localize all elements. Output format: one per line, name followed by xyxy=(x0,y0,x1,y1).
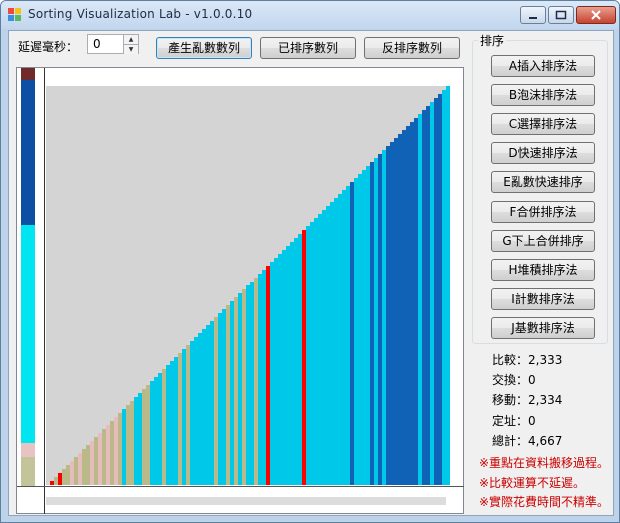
sort-button-8[interactable]: H堆積排序法 xyxy=(491,259,595,281)
sort-button-1[interactable]: A插入排序法 xyxy=(491,55,595,77)
delay-value[interactable]: 0 xyxy=(93,37,101,51)
stat-value: 2,334 xyxy=(528,393,562,407)
stat-separator: ： xyxy=(516,434,528,448)
divider-horizontal xyxy=(17,486,464,487)
note-text: ※實際花費時間不精準。 xyxy=(479,493,609,510)
stat-value: 2,333 xyxy=(528,353,562,367)
sort-button-7[interactable]: G下上合併排序 xyxy=(491,230,595,252)
bar-canvas xyxy=(46,86,447,485)
visualization-panel xyxy=(16,67,464,514)
title-bar[interactable]: Sorting Visualization Lab - v1.0.0.10 xyxy=(1,1,619,29)
sort-button-5[interactable]: E亂數快速排序 xyxy=(491,171,595,193)
stat-label: 交換 xyxy=(492,373,516,387)
window-title: Sorting Visualization Lab - v1.0.0.10 xyxy=(28,7,252,21)
stat-row: 定址：0 xyxy=(492,412,536,429)
stat-separator: ： xyxy=(516,353,528,367)
stat-label: 總計 xyxy=(492,434,516,448)
note-text: ※重點在資料搬移過程。 xyxy=(479,454,609,471)
sort-group-label: 排序 xyxy=(478,32,506,49)
stat-separator: ： xyxy=(516,393,528,407)
maximize-icon xyxy=(549,7,573,23)
sort-button-2[interactable]: B泡沫排序法 xyxy=(491,84,595,106)
sort-groupbox: 排序 A插入排序法 B泡沫排序法 C選擇排序法 D快速排序法 E亂數快速排序 F合併排序法… xyxy=(472,40,608,344)
reverse-sorted-button[interactable]: 反排序數列 xyxy=(364,37,460,59)
maximize-button[interactable] xyxy=(548,6,574,24)
stat-label: 比較 xyxy=(492,353,516,367)
app-icon xyxy=(8,8,22,22)
stat-label: 移動 xyxy=(492,393,516,407)
stat-value: 4,667 xyxy=(528,434,562,448)
sorted-button[interactable]: 已排序數列 xyxy=(260,37,356,59)
sort-button-6[interactable]: F合併排序法 xyxy=(491,201,595,223)
stat-separator: ： xyxy=(516,414,528,428)
progress-track xyxy=(46,497,446,505)
stat-row: 交換：0 xyxy=(492,371,536,388)
color-legend xyxy=(21,68,35,486)
close-button[interactable] xyxy=(576,6,616,24)
client-area: 延遲毫秒： 0 ▲ ▼ 產生亂數數列 已排序數列 反排序數列 排序 A插入排序法… xyxy=(8,30,614,516)
sort-button-10[interactable]: J基數排序法 xyxy=(491,317,595,339)
sort-button-4[interactable]: D快速排序法 xyxy=(491,142,595,164)
stat-value: 0 xyxy=(528,373,536,387)
sort-button-3[interactable]: C選擇排序法 xyxy=(491,113,595,135)
stat-label: 定址 xyxy=(492,414,516,428)
delay-stepper[interactable]: 0 ▲ ▼ xyxy=(87,34,139,54)
data-bar xyxy=(446,86,450,485)
spin-down-icon[interactable]: ▼ xyxy=(123,44,138,54)
minimize-button[interactable] xyxy=(520,6,546,24)
spin-up-icon[interactable]: ▲ xyxy=(123,35,138,44)
delay-label: 延遲毫秒： xyxy=(18,38,78,55)
close-icon xyxy=(577,7,615,23)
generate-random-button[interactable]: 產生亂數數列 xyxy=(156,37,252,59)
divider-vertical xyxy=(44,68,45,514)
stat-value: 0 xyxy=(528,414,536,428)
stat-row: 比較：2,333 xyxy=(492,351,562,368)
sort-button-9[interactable]: I計數排序法 xyxy=(491,288,595,310)
stat-row: 移動：2,334 xyxy=(492,391,562,408)
stat-separator: ： xyxy=(516,373,528,387)
stat-row: 總計：4,667 xyxy=(492,432,562,449)
note-text: ※比較運算不延遲。 xyxy=(479,474,585,491)
minimize-icon xyxy=(521,7,545,23)
